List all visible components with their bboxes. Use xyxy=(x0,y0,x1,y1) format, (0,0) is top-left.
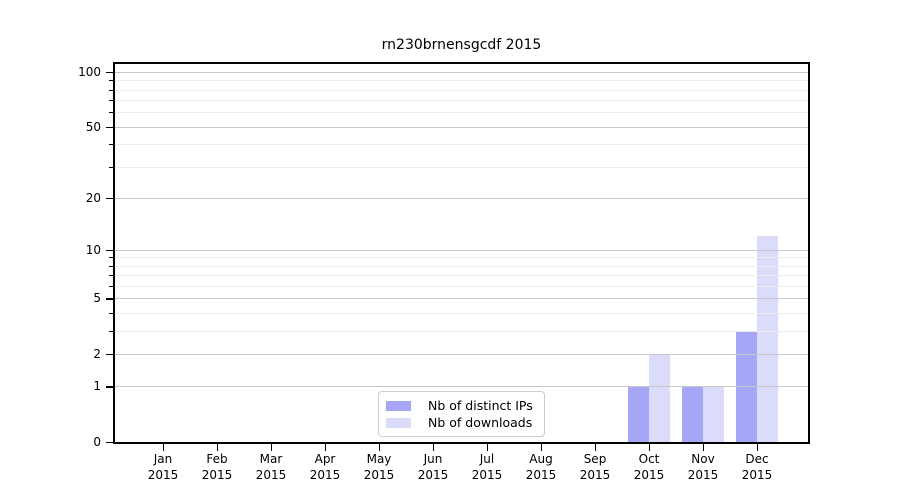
x-tick xyxy=(163,444,165,451)
y-tick-label: 50 xyxy=(85,119,101,134)
y-tick-label: 100 xyxy=(78,65,101,79)
y-tick xyxy=(106,197,113,200)
x-tick xyxy=(487,444,489,451)
gridline xyxy=(115,166,808,168)
legend-item-distinct-ips: Nb of distinct IPs xyxy=(386,398,536,414)
x-tick xyxy=(703,444,705,451)
x-tick xyxy=(325,444,327,451)
bar xyxy=(703,386,724,442)
x-tick-label: Apr 2015 xyxy=(309,452,341,482)
x-tick xyxy=(649,444,651,451)
x-tick xyxy=(379,444,381,451)
gridline xyxy=(115,386,808,388)
y-tick xyxy=(106,386,113,388)
gridline xyxy=(115,298,808,300)
plot-area xyxy=(113,62,810,444)
gridline xyxy=(115,249,808,251)
y-tick xyxy=(106,442,113,444)
gridline xyxy=(115,353,808,355)
bar xyxy=(649,353,670,442)
gridline xyxy=(115,80,808,82)
gridline xyxy=(115,265,808,267)
x-tick-label: Jun 2015 xyxy=(417,452,449,482)
gridline xyxy=(115,286,808,287)
bar xyxy=(682,386,703,442)
gridline xyxy=(115,112,808,114)
legend-swatch-distinct-ips xyxy=(386,401,411,411)
y-tick-label: 5 xyxy=(93,291,101,306)
x-tick-label: Feb 2015 xyxy=(201,452,233,482)
grid-layer xyxy=(115,64,808,442)
y-tick-label: 2 xyxy=(93,346,101,361)
bar xyxy=(628,386,649,442)
x-tick-label: Jul 2015 xyxy=(471,452,503,482)
x-tick xyxy=(595,444,597,451)
x-tick xyxy=(757,444,759,451)
legend-item-downloads: Nb of downloads xyxy=(386,415,536,431)
gridline xyxy=(115,197,808,199)
gridline xyxy=(115,144,808,146)
x-tick-label: Sep 2015 xyxy=(579,452,611,482)
bars-layer xyxy=(115,64,808,442)
chart-title: rn230brnensgcdf 2015 xyxy=(381,37,542,53)
x-tick-label: Oct 2015 xyxy=(633,452,665,482)
gridline xyxy=(115,89,808,91)
gridline xyxy=(115,100,808,102)
gridline xyxy=(115,257,808,259)
bar xyxy=(757,236,778,442)
legend-label-distinct-ips: Nb of distinct IPs xyxy=(428,398,533,413)
x-tick xyxy=(433,444,435,451)
x-tick-label: Dec 2015 xyxy=(741,452,773,482)
gridline xyxy=(115,275,808,277)
y-tick xyxy=(106,298,113,300)
y-tick xyxy=(106,72,113,74)
gridline xyxy=(115,330,808,332)
x-tick xyxy=(217,444,219,451)
y-tick xyxy=(106,249,113,252)
y-tick xyxy=(106,353,113,356)
gridline xyxy=(115,313,808,314)
x-tick-label: Nov 2015 xyxy=(687,452,719,482)
legend-label-downloads: Nb of downloads xyxy=(428,415,533,430)
y-tick-label: 0 xyxy=(93,435,101,449)
x-tick-label: May 2015 xyxy=(363,452,395,482)
y-tick-label: 10 xyxy=(85,242,101,257)
x-tick-label: Mar 2015 xyxy=(255,452,287,482)
x-tick-label: Jan 2015 xyxy=(147,452,179,482)
x-tick-label: Aug 2015 xyxy=(525,452,557,482)
x-tick xyxy=(271,444,273,451)
gridline xyxy=(115,72,808,73)
legend-swatch-downloads xyxy=(386,418,411,428)
y-tick xyxy=(106,126,113,129)
y-tick-label: 20 xyxy=(85,190,101,205)
x-tick xyxy=(541,444,543,451)
y-tick-label: 1 xyxy=(93,379,101,394)
gridline xyxy=(115,126,808,128)
legend: Nb of distinct IPs Nb of downloads xyxy=(378,391,545,437)
